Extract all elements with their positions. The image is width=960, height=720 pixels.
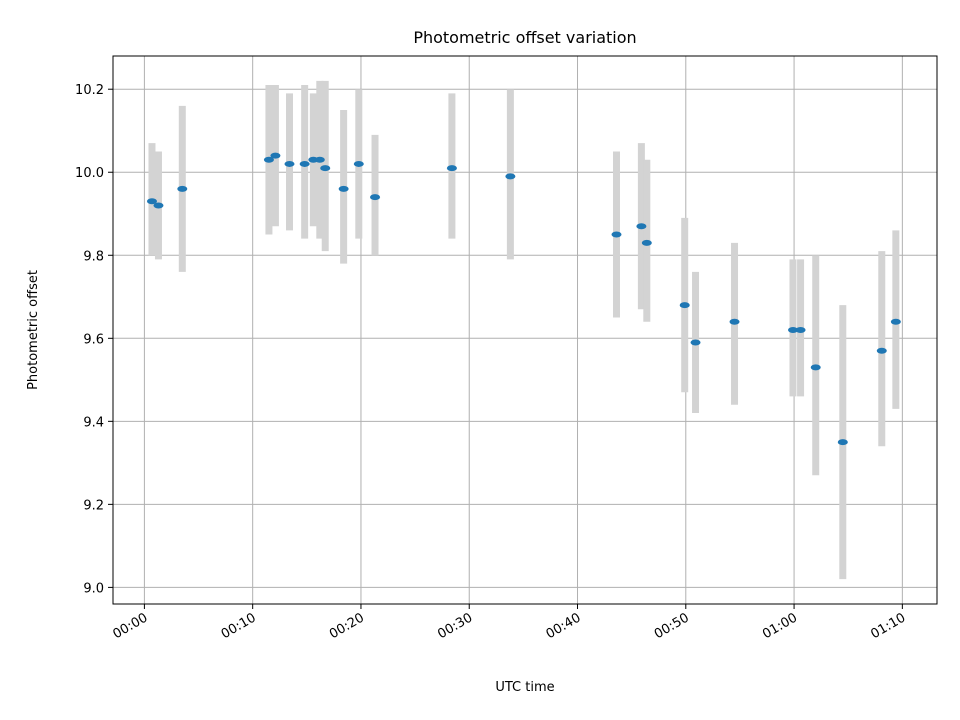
data-markers [146,152,901,446]
y-tick-label: 9.4 [83,415,104,430]
data-point [787,327,798,333]
data-point [641,239,652,246]
data-point [314,156,325,163]
y-tick-label: 10.2 [75,83,104,98]
y-tick-label: 9.0 [83,581,104,596]
x-axis-label: UTC time [495,680,554,695]
y-tick-label: 9.8 [83,249,104,264]
data-point [284,160,295,167]
data-point [353,160,364,167]
data-point [338,185,349,192]
y-tick-label: 10.0 [75,166,104,181]
data-point [270,152,281,159]
plot-frame [112,55,938,605]
data-point [146,198,157,205]
data-point [690,339,701,346]
data-point [611,231,622,238]
y-tick-label: 9.2 [83,498,104,513]
data-point [320,165,331,172]
data-point [729,318,740,325]
data-point [837,439,848,446]
chart-title: Photometric offset variation [413,28,636,47]
y-tick-label: 9.6 [83,332,104,347]
data-point [299,160,310,167]
data-point [153,202,164,209]
data-point [890,318,901,325]
y-axis-ticks: 9.0 9.2 9.4 9.6 9.8 10.0 10.2 [75,83,113,596]
data-point [795,327,806,333]
data-point [679,302,690,309]
data-point [263,156,274,163]
y-axis-label: Photometric offset [26,270,41,390]
data-point [876,347,887,354]
data-point [636,223,647,230]
data-point [370,194,381,201]
data-point [810,364,821,371]
data-point [446,165,457,172]
data-point [177,185,188,192]
data-point [505,173,516,180]
